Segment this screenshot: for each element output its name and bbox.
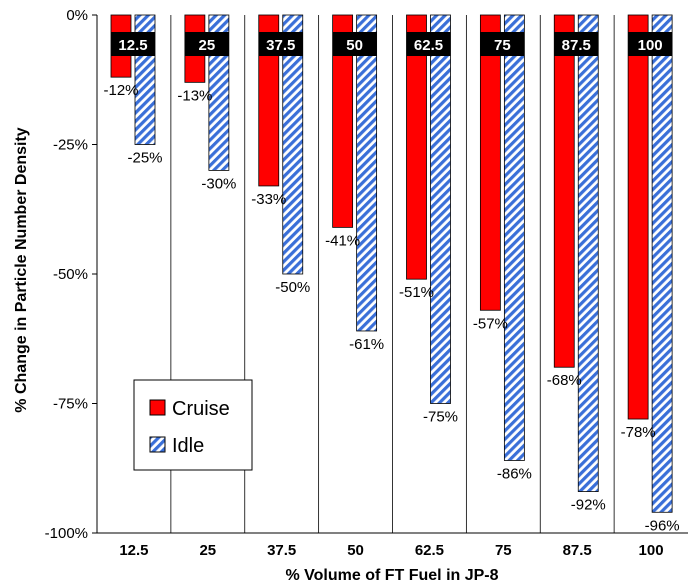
data-label-cruise: -51%	[399, 284, 434, 301]
x-tick-label: 87.5	[563, 542, 592, 559]
category-label: 75	[494, 37, 511, 54]
data-label-idle: -75%	[423, 409, 458, 426]
category-label: 100	[638, 37, 663, 54]
category-label: 62.5	[414, 37, 443, 54]
legend: Cruise Idle	[134, 380, 252, 470]
bar-idle	[578, 15, 598, 492]
data-label-idle: -30%	[201, 175, 236, 192]
data-label-cruise: -12%	[103, 82, 138, 99]
legend-label-idle: Idle	[172, 435, 204, 457]
data-label-cruise: -68%	[547, 372, 582, 389]
bar-cruise	[480, 15, 500, 310]
data-label-idle: -61%	[349, 336, 384, 353]
data-label-idle: -25%	[127, 150, 162, 167]
legend-label-cruise: Cruise	[172, 398, 230, 420]
x-tick-label: 37.5	[267, 542, 296, 559]
data-label-cruise: -13%	[177, 87, 212, 104]
x-tick-label: 100	[639, 542, 664, 559]
data-label-cruise: -57%	[473, 315, 508, 332]
bar-idle	[431, 15, 451, 404]
data-label-idle: -50%	[275, 279, 310, 296]
y-axis-ticks: 0% -25% -50% -75% -100%	[45, 7, 97, 542]
category-label: 87.5	[562, 37, 591, 54]
x-tick-label: 50	[347, 542, 364, 559]
category-label: 50	[346, 37, 363, 54]
bar-cruise	[554, 15, 574, 367]
y-tick-label: 0%	[66, 7, 88, 24]
y-tick-label: -75%	[53, 396, 88, 413]
data-label-cruise: -78%	[621, 424, 656, 441]
category-label: 25	[199, 37, 216, 54]
bar-idle	[357, 15, 377, 331]
category-labels-in-chart: 12.5 25 37.5 50 62.5 75 87.5 100	[111, 32, 672, 56]
x-tick-label: 12.5	[119, 542, 148, 559]
y-tick-label: -100%	[45, 525, 88, 542]
y-axis-title: % Change in Particle Number Density	[13, 127, 30, 413]
data-label-cruise: -33%	[251, 191, 286, 208]
y-tick-label: -50%	[53, 266, 88, 283]
x-axis-title: % Volume of FT Fuel in JP-8	[285, 567, 498, 584]
x-axis-ticks: 12.5 25 37.5 50 62.5 75 87.5 100	[119, 542, 663, 559]
y-tick-label: -25%	[53, 137, 88, 154]
data-label-cruise: -41%	[325, 232, 360, 249]
category-label: 12.5	[118, 37, 147, 54]
category-label: 37.5	[266, 37, 295, 54]
data-label-idle: -86%	[497, 465, 532, 482]
legend-swatch-idle	[150, 437, 165, 452]
x-tick-label: 75	[495, 542, 512, 559]
data-label-idle: -96%	[645, 517, 680, 534]
x-tick-label: 25	[199, 542, 216, 559]
bar-cruise	[628, 15, 648, 419]
legend-swatch-cruise	[150, 400, 165, 415]
data-label-idle: -92%	[571, 497, 606, 514]
x-tick-label: 62.5	[415, 542, 444, 559]
bar-idle	[504, 15, 524, 460]
